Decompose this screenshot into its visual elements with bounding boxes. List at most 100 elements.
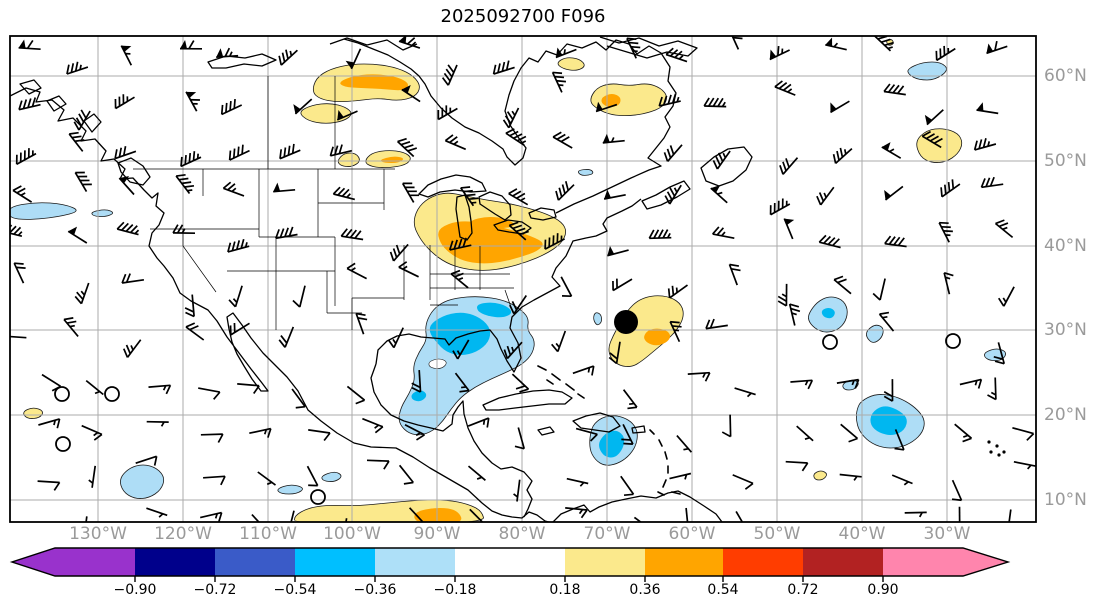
coastline bbox=[552, 490, 723, 522]
lon-axis-label: 130°W bbox=[69, 524, 127, 544]
wind-barb bbox=[448, 237, 472, 251]
wind-barb bbox=[980, 176, 1004, 189]
colorbar-segment bbox=[803, 548, 883, 576]
wind-barb bbox=[85, 379, 104, 396]
wind-barb bbox=[940, 179, 961, 198]
wind-barb bbox=[227, 238, 250, 253]
colorbar-tick-label: 0.90 bbox=[867, 582, 899, 598]
wind-barb bbox=[511, 373, 530, 393]
wind-barb bbox=[73, 109, 91, 131]
wind-barb bbox=[607, 246, 629, 257]
wind-barb bbox=[830, 100, 850, 114]
wind-barb bbox=[669, 472, 692, 480]
colorbar-segment bbox=[135, 548, 215, 576]
colorbar-segment bbox=[295, 548, 375, 576]
wind-barb bbox=[114, 94, 135, 110]
wind-barb bbox=[13, 262, 26, 284]
wind-barb bbox=[200, 511, 223, 522]
wind-barb bbox=[884, 235, 907, 248]
coastline bbox=[370, 363, 533, 518]
wind-barb bbox=[1013, 460, 1036, 470]
coastline bbox=[455, 194, 473, 241]
calm-wind-circle bbox=[945, 333, 961, 349]
wind-barb bbox=[938, 221, 953, 243]
wind-barb bbox=[769, 46, 790, 61]
wind-barb bbox=[503, 341, 523, 360]
anomaly-hole bbox=[428, 358, 447, 369]
anomaly-core bbox=[599, 430, 625, 458]
wind-barb bbox=[81, 424, 103, 441]
wind-barb bbox=[460, 186, 479, 207]
wind-barb bbox=[997, 286, 1015, 307]
wind-barb bbox=[332, 186, 356, 201]
colorbar-segment bbox=[455, 548, 565, 576]
speck bbox=[997, 453, 1001, 457]
coastline bbox=[329, 37, 418, 51]
wind-barb bbox=[712, 150, 731, 170]
wind-barb bbox=[785, 460, 809, 472]
wind-barb bbox=[222, 181, 245, 197]
wind-barb bbox=[508, 188, 529, 206]
wind-barb bbox=[362, 417, 384, 434]
colorbar-right-arrow bbox=[963, 548, 1008, 576]
wind-barb bbox=[572, 365, 595, 376]
wind-barb bbox=[935, 45, 956, 62]
lon-axis-label: 90°W bbox=[413, 524, 461, 544]
wind-barb bbox=[228, 285, 243, 308]
anomaly-core bbox=[340, 74, 408, 91]
coastline bbox=[537, 426, 555, 436]
negative-anomaly-region bbox=[907, 61, 947, 81]
wind-barb bbox=[825, 37, 847, 51]
coastline bbox=[528, 207, 557, 221]
wind-barb bbox=[454, 372, 470, 393]
colorbar-outline bbox=[9, 547, 1011, 577]
wind-barb bbox=[731, 36, 743, 50]
wind-barb bbox=[66, 61, 89, 75]
negative-anomaly-region bbox=[10, 202, 77, 220]
wind-barb bbox=[555, 47, 577, 59]
negative-anomaly-region bbox=[91, 209, 114, 217]
wind-barb bbox=[513, 479, 521, 502]
wind-barb bbox=[514, 427, 526, 450]
calm-wind-circle bbox=[54, 386, 70, 402]
lon-axis-label: 70°W bbox=[583, 524, 631, 544]
colorbar-tick-label: −0.18 bbox=[433, 582, 477, 598]
wind-barb bbox=[118, 176, 135, 196]
colorbar-segment bbox=[215, 548, 295, 576]
wind-barb bbox=[685, 507, 689, 522]
coastline bbox=[375, 198, 642, 373]
wind-barb bbox=[389, 243, 409, 262]
wind-barb bbox=[544, 233, 565, 250]
wind-barb bbox=[790, 379, 814, 390]
wind-barb bbox=[734, 387, 756, 398]
colorbar-tick-label: 0.72 bbox=[787, 582, 819, 598]
wind-barb bbox=[502, 107, 520, 129]
lon-axis-label: 40°W bbox=[838, 524, 886, 544]
wind-barb bbox=[1012, 426, 1035, 441]
negative-anomaly-region bbox=[866, 324, 884, 343]
coastline bbox=[10, 87, 551, 522]
negative-anomaly-region bbox=[120, 464, 165, 499]
wind-barb bbox=[832, 147, 853, 165]
positive-anomaly-region bbox=[813, 470, 827, 481]
wind-barb bbox=[505, 128, 527, 147]
wind-barb bbox=[664, 184, 682, 205]
wind-barb bbox=[329, 144, 352, 157]
wind-barb bbox=[958, 506, 961, 522]
wind-barb bbox=[122, 339, 142, 358]
marker-layer bbox=[54, 310, 1006, 505]
wind-barb bbox=[658, 93, 681, 107]
wind-barb bbox=[308, 429, 331, 441]
map-frame bbox=[9, 35, 1037, 523]
calm-wind-circle bbox=[822, 334, 838, 350]
wind-barb bbox=[924, 109, 944, 126]
wind-barb bbox=[669, 320, 682, 343]
wind-barb bbox=[633, 516, 643, 522]
plot-title: 2025092700 F096 bbox=[440, 6, 606, 27]
wind-barb bbox=[818, 234, 841, 249]
wind-barb bbox=[200, 433, 224, 443]
wind-barb bbox=[278, 326, 295, 348]
wind-barb bbox=[973, 138, 997, 151]
wind-barb bbox=[397, 137, 418, 158]
wind-barb bbox=[114, 146, 137, 160]
